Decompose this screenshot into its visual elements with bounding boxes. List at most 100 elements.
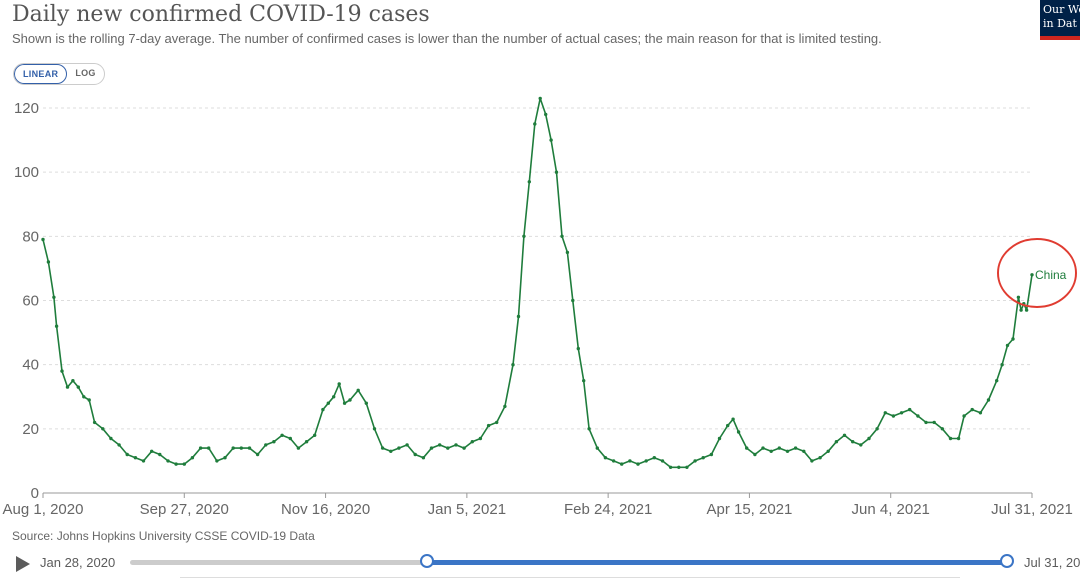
data-point[interactable]: [1024, 308, 1029, 312]
data-point[interactable]: [859, 443, 863, 447]
data-point[interactable]: [527, 180, 531, 184]
data-point[interactable]: [380, 446, 385, 450]
data-point[interactable]: [429, 446, 434, 450]
log-scale-button[interactable]: LOG: [75, 68, 96, 78]
data-point[interactable]: [736, 430, 741, 434]
data-point[interactable]: [356, 388, 360, 392]
data-point[interactable]: [174, 462, 178, 466]
data-point[interactable]: [826, 449, 830, 453]
data-point[interactable]: [150, 449, 154, 453]
source-note[interactable]: Source: Johns Hopkins University CSSE CO…: [12, 529, 315, 543]
data-point[interactable]: [587, 427, 591, 431]
series-line-china[interactable]: [42, 97, 1033, 469]
data-point[interactable]: [1011, 337, 1015, 341]
data-point[interactable]: [956, 436, 961, 441]
data-point[interactable]: [332, 395, 336, 399]
data-point[interactable]: [397, 446, 401, 450]
data-point[interactable]: [321, 407, 325, 412]
data-point[interactable]: [1005, 343, 1010, 348]
data-point[interactable]: [753, 452, 757, 457]
data-point[interactable]: [348, 398, 352, 402]
data-point[interactable]: [761, 446, 765, 450]
data-point[interactable]: [652, 456, 656, 460]
data-point[interactable]: [92, 420, 97, 425]
data-point[interactable]: [405, 443, 409, 447]
data-point[interactable]: [948, 436, 953, 441]
data-point[interactable]: [1030, 273, 1034, 277]
data-point[interactable]: [554, 170, 559, 174]
data-point[interactable]: [46, 260, 51, 264]
data-point[interactable]: [668, 465, 673, 469]
data-point[interactable]: [71, 379, 75, 383]
data-point[interactable]: [810, 459, 814, 463]
data-point[interactable]: [446, 446, 450, 450]
data-point[interactable]: [970, 407, 974, 412]
data-point[interactable]: [101, 427, 105, 431]
data-point[interactable]: [908, 407, 912, 412]
data-point[interactable]: [769, 449, 773, 453]
data-point[interactable]: [288, 436, 292, 441]
data-point[interactable]: [867, 436, 871, 441]
data-point[interactable]: [313, 433, 317, 437]
data-point[interactable]: [198, 446, 203, 450]
data-point[interactable]: [701, 456, 705, 460]
data-point[interactable]: [891, 414, 896, 418]
data-point[interactable]: [1000, 363, 1004, 367]
data-point[interactable]: [52, 295, 56, 299]
data-point[interactable]: [516, 314, 521, 319]
data-point[interactable]: [522, 234, 526, 238]
data-point[interactable]: [372, 427, 377, 431]
line-chart[interactable]: 0 20 40 60 80 100 120 Aug 1, 2020 Sep 27, 2020 No…: [0, 86, 1080, 526]
data-point[interactable]: [326, 401, 330, 405]
data-point[interactable]: [962, 414, 966, 418]
data-point[interactable]: [709, 452, 714, 457]
data-point[interactable]: [125, 452, 129, 457]
data-point[interactable]: [745, 446, 749, 450]
data-point[interactable]: [1019, 308, 1023, 312]
data-point[interactable]: [255, 452, 260, 457]
data-point[interactable]: [995, 379, 999, 383]
data-point[interactable]: [76, 385, 81, 389]
data-point[interactable]: [109, 436, 113, 441]
data-point[interactable]: [272, 440, 276, 444]
data-point[interactable]: [883, 411, 887, 415]
data-point[interactable]: [133, 456, 138, 460]
data-point[interactable]: [304, 440, 309, 444]
data-point[interactable]: [595, 446, 599, 450]
data-point[interactable]: [986, 398, 991, 402]
data-point[interactable]: [486, 423, 491, 428]
data-point[interactable]: [620, 462, 624, 466]
data-point[interactable]: [636, 462, 640, 466]
data-point[interactable]: [533, 122, 537, 126]
data-point[interactable]: [842, 433, 847, 437]
owid-logo[interactable]: Our Wo in Dat: [1040, 0, 1080, 40]
data-point[interactable]: [54, 324, 59, 328]
data-point[interactable]: [834, 440, 839, 444]
data-point[interactable]: [342, 401, 347, 405]
data-point[interactable]: [223, 456, 227, 460]
data-point[interactable]: [296, 446, 301, 450]
data-point[interactable]: [87, 398, 91, 402]
data-point[interactable]: [693, 459, 697, 463]
data-point[interactable]: [940, 427, 944, 431]
data-point[interactable]: [421, 456, 426, 460]
data-point[interactable]: [215, 459, 219, 463]
data-point[interactable]: [660, 459, 665, 463]
data-point[interactable]: [158, 452, 162, 457]
data-point[interactable]: [1016, 295, 1021, 299]
data-point[interactable]: [82, 395, 86, 399]
data-point[interactable]: [239, 446, 243, 450]
data-point[interactable]: [337, 382, 341, 386]
data-point[interactable]: [802, 449, 806, 453]
data-point[interactable]: [207, 446, 211, 450]
data-point[interactable]: [462, 446, 466, 450]
data-point[interactable]: [851, 440, 855, 444]
data-point[interactable]: [549, 138, 553, 142]
data-point[interactable]: [875, 427, 879, 431]
data-point[interactable]: [899, 411, 904, 415]
data-point[interactable]: [41, 237, 45, 242]
data-point[interactable]: [538, 96, 542, 101]
data-point[interactable]: [511, 363, 515, 367]
data-point[interactable]: [454, 443, 458, 447]
data-point[interactable]: [916, 414, 920, 418]
